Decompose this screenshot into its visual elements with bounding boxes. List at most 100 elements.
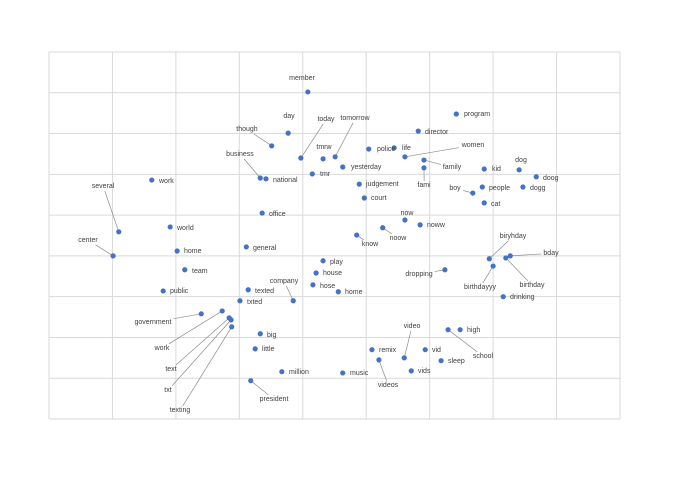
point xyxy=(174,248,180,254)
point xyxy=(516,167,522,173)
point-label: drinking xyxy=(510,294,535,301)
point xyxy=(361,195,367,201)
point-label: videos xyxy=(378,382,399,389)
point xyxy=(245,287,251,293)
point xyxy=(340,164,346,170)
point-label: know xyxy=(362,241,379,248)
point-label: court xyxy=(371,195,387,202)
point xyxy=(335,289,341,295)
point-label: public xyxy=(170,288,189,295)
point xyxy=(248,378,254,384)
point xyxy=(320,258,326,264)
point-label: million xyxy=(289,369,309,376)
point xyxy=(366,146,372,152)
point xyxy=(229,324,235,330)
point-label: kid xyxy=(492,166,501,173)
point-label: remix xyxy=(379,347,397,354)
point xyxy=(298,155,304,161)
point xyxy=(422,347,428,353)
point-label: business xyxy=(226,151,254,158)
point xyxy=(228,317,234,323)
point xyxy=(507,253,513,259)
point-label: dogg xyxy=(530,185,546,192)
point-label: program xyxy=(464,111,490,118)
point xyxy=(438,358,444,364)
point-label: family xyxy=(443,164,462,171)
leader-line xyxy=(171,319,232,387)
point-label: text xyxy=(165,366,176,373)
leader-line xyxy=(168,310,223,345)
point xyxy=(340,370,346,376)
leader-line xyxy=(175,317,230,366)
point xyxy=(167,224,173,230)
point xyxy=(369,347,375,353)
point xyxy=(445,327,451,333)
point xyxy=(408,368,414,374)
leader-line xyxy=(250,380,269,396)
point-label: member xyxy=(289,75,315,82)
point-label: tmr xyxy=(320,171,331,178)
point-label: judgement xyxy=(365,181,399,188)
point xyxy=(481,200,487,206)
leader-line xyxy=(423,159,441,165)
point-label: several xyxy=(92,183,115,190)
point-label: day xyxy=(283,113,295,120)
point xyxy=(237,298,243,304)
point-label: today xyxy=(317,116,335,123)
point xyxy=(310,282,316,288)
point-label: txt xyxy=(164,387,171,394)
point-label: center xyxy=(78,237,98,244)
point xyxy=(442,267,448,273)
point xyxy=(503,255,509,261)
point xyxy=(376,357,382,363)
point-label: boy xyxy=(449,185,461,192)
leader-line xyxy=(104,190,120,232)
point-label: txted xyxy=(247,299,262,306)
point xyxy=(309,171,315,177)
point xyxy=(198,311,204,317)
point xyxy=(401,355,407,361)
point xyxy=(417,222,423,228)
point xyxy=(402,217,408,223)
point-label: play xyxy=(330,259,343,266)
point-label: director xyxy=(425,129,449,136)
point xyxy=(415,128,421,134)
point-label: company xyxy=(270,278,299,285)
point xyxy=(486,256,492,262)
point-label: tomorrow xyxy=(340,115,370,122)
point xyxy=(257,175,263,181)
leader-line xyxy=(334,122,354,157)
point xyxy=(252,346,258,352)
point-label: work xyxy=(158,178,174,185)
point-label: dropping xyxy=(405,271,432,278)
point-label: dog xyxy=(515,157,527,164)
point-label: texting xyxy=(170,407,191,414)
leader-line xyxy=(243,158,261,179)
point-label: sleep xyxy=(448,358,465,365)
point xyxy=(481,166,487,172)
point xyxy=(313,270,319,276)
point-label: noww xyxy=(427,222,446,229)
leader-line xyxy=(253,133,272,147)
point-label: yesterday xyxy=(351,164,382,171)
point-label: high xyxy=(467,327,480,334)
point xyxy=(149,177,155,183)
point-label: work xyxy=(154,345,170,352)
point xyxy=(421,165,427,171)
leader-line xyxy=(403,330,412,358)
point-label: little xyxy=(262,346,275,353)
point-label: noow xyxy=(390,235,408,242)
leader-line xyxy=(482,265,494,284)
point-label: doog xyxy=(543,175,559,182)
point xyxy=(257,331,263,337)
point-label: vid xyxy=(432,347,441,354)
point xyxy=(116,229,122,235)
point xyxy=(269,143,275,149)
labels: member day today tomorrow though program direc… xyxy=(78,75,559,414)
point-label: biryhday xyxy=(500,233,527,240)
leader-line xyxy=(447,329,478,353)
point-label: house xyxy=(323,270,342,277)
point xyxy=(110,253,116,259)
point-label: government xyxy=(135,319,172,326)
